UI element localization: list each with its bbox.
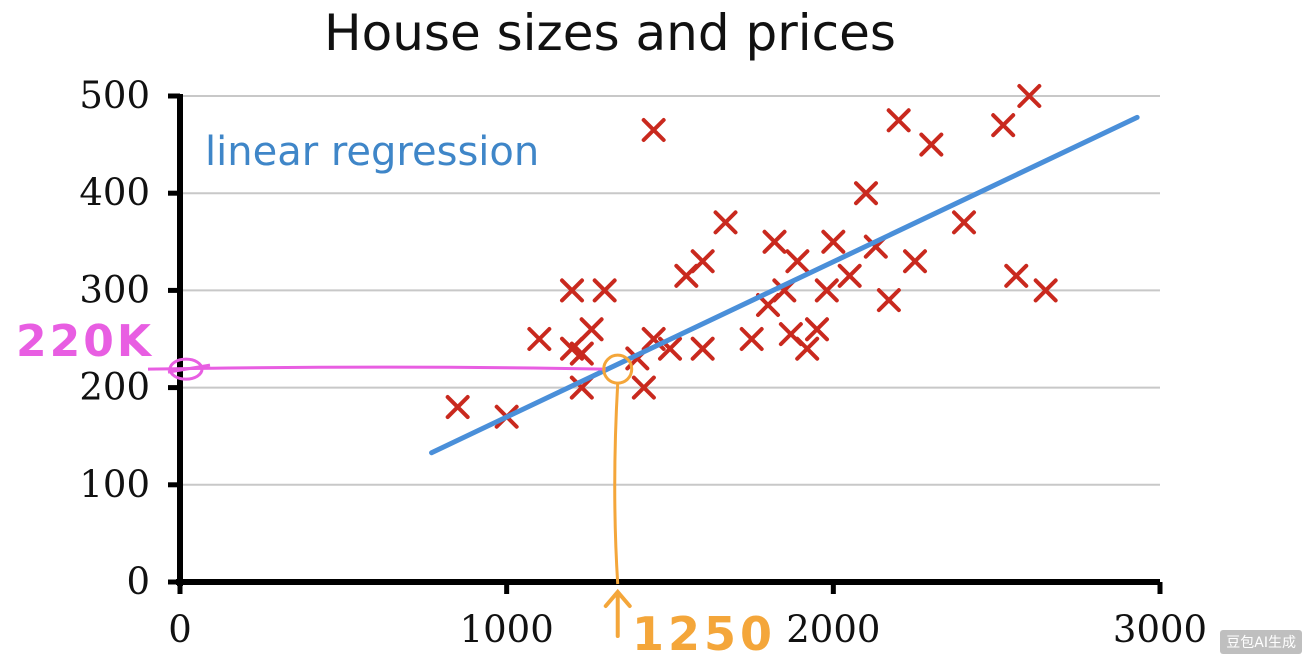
data-point-stroke bbox=[527, 327, 552, 351]
y-tick-labels: 0 100 200 300 400 500 bbox=[79, 74, 150, 603]
data-point bbox=[631, 375, 656, 400]
up-arrow bbox=[603, 588, 632, 638]
data-point-stroke bbox=[560, 278, 584, 303]
data-point-stroke bbox=[762, 229, 787, 254]
data-point-stroke bbox=[1004, 263, 1029, 288]
data-point bbox=[713, 210, 738, 235]
x-tick-labels: 0 1000 2000 3000 bbox=[168, 608, 1207, 651]
x-tick-label: 3000 bbox=[1113, 608, 1207, 651]
data-point-stroke bbox=[579, 317, 604, 342]
data-point bbox=[690, 249, 715, 274]
data-point-stroke bbox=[641, 327, 666, 351]
data-point-stroke bbox=[560, 336, 584, 361]
data-point bbox=[991, 113, 1016, 138]
data-point bbox=[876, 288, 901, 313]
data-point bbox=[690, 336, 715, 361]
data-point bbox=[739, 327, 764, 351]
data-point bbox=[592, 278, 617, 303]
data-point-stroke bbox=[903, 249, 927, 274]
data-point bbox=[560, 278, 584, 303]
data-point-stroke bbox=[592, 278, 617, 303]
data-point-stroke bbox=[631, 375, 656, 400]
x-tick-label: 1000 bbox=[460, 608, 554, 651]
data-point bbox=[805, 317, 829, 342]
data-point bbox=[445, 395, 470, 420]
data-point-stroke bbox=[569, 375, 594, 400]
data-point bbox=[886, 108, 911, 133]
data-point bbox=[814, 278, 839, 303]
data-point bbox=[569, 341, 594, 366]
data-point bbox=[795, 336, 820, 361]
y-tick-label: 300 bbox=[79, 268, 150, 311]
data-point-stroke bbox=[821, 229, 846, 254]
y-axis-marker-circle bbox=[168, 357, 204, 381]
data-point-stroke bbox=[795, 336, 820, 361]
data-point-stroke bbox=[739, 327, 764, 351]
x-callout-label: 1250 bbox=[632, 607, 776, 661]
data-point bbox=[952, 210, 976, 235]
data-point-stroke bbox=[952, 210, 976, 235]
vertical-guide-line bbox=[613, 383, 620, 585]
data-point-stroke bbox=[1017, 84, 1042, 108]
data-point-stroke bbox=[876, 288, 901, 313]
data-point-stroke bbox=[690, 249, 715, 274]
y-tick-label: 0 bbox=[126, 560, 150, 603]
y-callout-label: 220K bbox=[16, 316, 154, 367]
data-point bbox=[641, 118, 666, 143]
x-tick-label: 0 bbox=[168, 608, 192, 651]
data-point-stroke bbox=[658, 336, 682, 361]
data-point bbox=[837, 263, 862, 288]
y-axis-marker-stroke bbox=[167, 363, 211, 374]
data-point bbox=[569, 375, 594, 400]
chart-title: House sizes and prices bbox=[324, 4, 896, 62]
data-point bbox=[762, 229, 787, 254]
data-point bbox=[785, 249, 810, 274]
regression-line-label: linear regression bbox=[205, 129, 539, 175]
data-point-stroke bbox=[919, 132, 944, 157]
horizontal-guide-line bbox=[147, 365, 606, 371]
data-point-stroke bbox=[778, 322, 803, 347]
data-point-stroke bbox=[886, 108, 911, 133]
y-tick-label: 400 bbox=[79, 171, 150, 214]
data-point bbox=[821, 229, 846, 254]
y-tick-label: 500 bbox=[79, 74, 150, 117]
gridlines bbox=[180, 95, 1160, 486]
data-point-stroke bbox=[690, 336, 715, 361]
data-point-stroke bbox=[814, 278, 839, 303]
data-point bbox=[1033, 278, 1058, 303]
regression-line-group bbox=[429, 114, 1140, 456]
data-point bbox=[1004, 263, 1029, 288]
data-point bbox=[919, 132, 944, 157]
data-point-stroke bbox=[805, 317, 829, 342]
data-point-stroke bbox=[445, 395, 470, 420]
data-point bbox=[527, 327, 552, 351]
data-point-stroke bbox=[854, 181, 878, 206]
axes bbox=[168, 93, 1163, 594]
y-tick-label: 200 bbox=[79, 366, 150, 409]
regression-line bbox=[429, 114, 1140, 456]
data-point bbox=[903, 249, 927, 274]
data-point bbox=[579, 317, 604, 342]
data-point bbox=[1017, 84, 1042, 108]
data-point bbox=[854, 181, 878, 206]
data-point-stroke bbox=[641, 118, 666, 143]
data-point-stroke bbox=[1033, 278, 1058, 303]
watermark: 豆包AI生成 bbox=[1220, 630, 1302, 654]
data-point-stroke bbox=[991, 113, 1016, 138]
handwritten-annotations: 220K 1250 bbox=[16, 316, 776, 661]
data-point-stroke bbox=[785, 249, 810, 274]
data-point-stroke bbox=[837, 263, 862, 288]
y-tick-label: 100 bbox=[79, 463, 150, 506]
data-point-stroke bbox=[569, 341, 594, 366]
x-tick-label: 2000 bbox=[786, 608, 880, 651]
data-point-stroke bbox=[713, 210, 738, 235]
